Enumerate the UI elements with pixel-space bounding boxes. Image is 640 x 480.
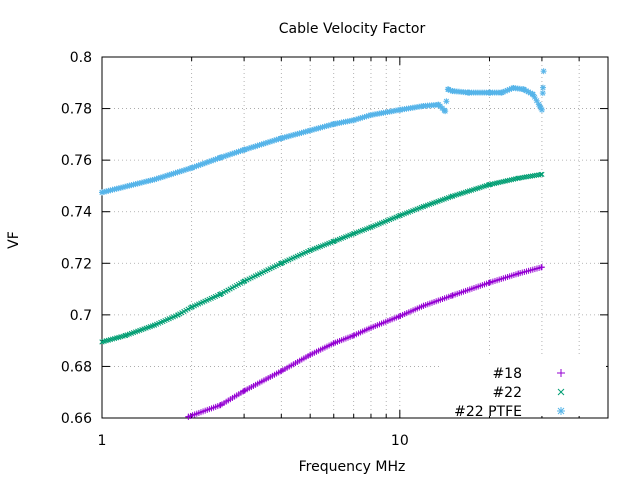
data-point [486,89,493,96]
y-tick-label: 0.7 [70,308,92,324]
legend: #18 #22 #22 PTFE [440,356,606,420]
series-22-ptfe [99,68,547,196]
data-point [449,292,456,299]
data-point [465,89,472,96]
data-series [99,68,547,420]
data-point [188,164,195,171]
data-point [278,368,285,375]
data-point [331,238,337,244]
data-point [539,90,546,97]
data-point [367,324,374,331]
legend-marker [557,369,565,377]
data-point [420,102,427,109]
data-point [330,340,337,347]
x-tick-label: 1 [98,433,107,449]
y-tick-label: 0.68 [61,359,92,375]
data-point [241,387,248,394]
data-point [185,413,192,420]
series-22 [99,171,545,345]
data-point [538,264,545,271]
y-axis-label: VF [6,231,22,249]
legend-label: #18 [492,366,522,382]
data-point [515,270,522,277]
data-point [330,121,337,128]
data-point [486,182,493,188]
data-point [486,279,493,286]
data-point [510,84,517,91]
series-18 [185,264,545,420]
y-tick-label: 0.8 [70,50,92,66]
data-point [530,91,537,98]
data-point [540,84,546,91]
y-tick-label: 0.72 [61,256,92,272]
data-point [368,224,374,230]
data-point [396,106,403,113]
data-point [151,176,158,183]
data-point [515,175,521,181]
data-point [350,117,357,124]
data-point [357,115,364,122]
data-point [241,278,247,284]
data-point [189,304,195,310]
data-point [122,332,129,339]
legend-marker [557,388,565,396]
data-point [351,231,357,237]
data-point [449,88,456,95]
y-tick-label: 0.78 [61,102,92,118]
legend-label: #22 [492,385,522,401]
data-point [99,339,105,345]
data-point [151,322,158,328]
plot-frame [101,56,609,419]
x-axis-label: Frequency MHz [299,459,406,475]
data-point [420,302,427,309]
x-tick-label: 10 [391,433,409,449]
data-point [307,351,314,358]
data-point [99,189,105,196]
data-point [155,175,162,182]
legend-marker [557,407,565,415]
data-point [241,146,248,153]
y-tick-label: 0.74 [61,205,92,221]
data-point [217,402,224,409]
y-tick-label: 0.76 [61,153,92,169]
data-point [520,86,527,93]
data-point [307,127,314,134]
y-tick-label: 0.66 [61,411,92,427]
data-point [449,193,455,199]
legend-label: #22 PTFE [454,404,522,420]
data-point [443,98,450,105]
data-point [217,291,224,297]
data-point [396,313,403,320]
legend-background [440,356,606,416]
data-point [175,312,181,318]
data-point [278,260,284,266]
data-point [538,171,544,178]
data-point [307,247,313,253]
data-point [420,203,427,210]
axis-ticks: 0.66 0.68 0.7 0.72 0.74 0.76 0.78 0.8 1 10 [61,50,609,449]
data-point [539,171,545,177]
data-point [367,112,374,119]
data-point [217,154,224,161]
chart-title: Cable Velocity Factor [279,21,426,37]
data-point [435,101,442,108]
data-point [442,108,449,115]
data-point [278,135,285,142]
data-point [350,332,357,339]
data-point [538,106,545,113]
data-point [397,212,403,219]
data-point [498,89,505,96]
data-point [540,68,547,75]
